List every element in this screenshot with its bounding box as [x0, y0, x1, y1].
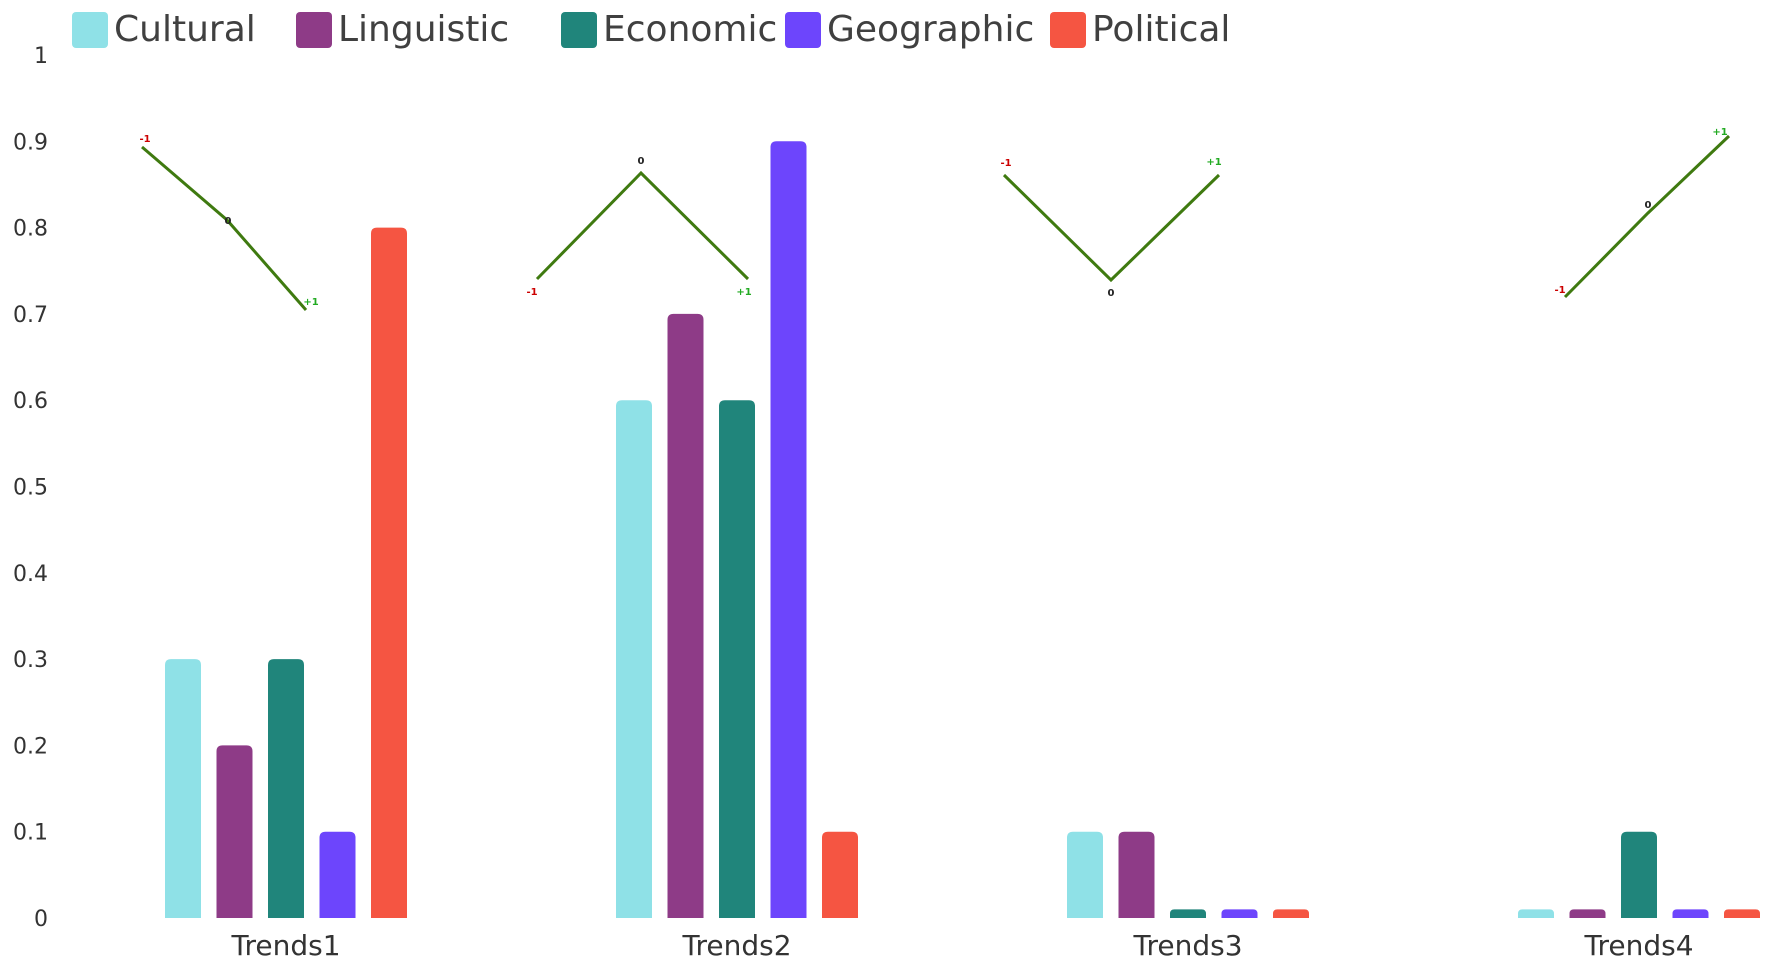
y-tick-label: 0.5 — [13, 476, 48, 501]
bar-trends3-cultural — [1067, 831, 1103, 918]
bar-trends1-linguistic — [216, 745, 253, 918]
y-tick-label: 0 — [34, 907, 48, 932]
y-axis: 0 0.1 0.2 0.3 0.4 0.5 0.6 0.7 0.8 0.9 1 — [13, 44, 48, 932]
y-tick-label: 0.1 — [13, 821, 48, 846]
x-axis: Trends1 Trends2 Trends3 Trends4 — [230, 929, 1693, 962]
bar-trends4-political — [1724, 909, 1760, 918]
trend-point-label: 0 — [638, 156, 645, 167]
trend-line — [1563, 134, 1731, 299]
legend-swatch-linguistic — [296, 12, 332, 48]
trend-line — [535, 170, 750, 281]
bar-trends1-cultural — [165, 659, 201, 918]
legend-swatch-economic — [561, 12, 597, 48]
trend-point-label: +1 — [303, 297, 318, 308]
y-tick-label: 0.6 — [13, 389, 48, 414]
y-tick-label: 0.4 — [13, 562, 48, 587]
y-tick-label: 0.7 — [13, 303, 48, 328]
bar-trends2-economic — [719, 400, 755, 918]
trend-point-label: 0 — [225, 216, 232, 227]
bar-trends2-cultural — [616, 400, 652, 918]
trend-point-label: 0 — [1645, 200, 1652, 211]
bar-trends1-geographic — [319, 831, 356, 918]
trend-line — [141, 145, 308, 311]
trend-point-label: +1 — [1712, 127, 1727, 138]
bar-trends3-geographic — [1221, 909, 1258, 918]
legend-label-geographic: Geographic — [827, 9, 1034, 50]
bar-trends2-geographic — [770, 141, 807, 919]
trend-glyph-1: -1 0 +1 — [139, 134, 319, 311]
trend-point-label: -1 — [1000, 158, 1011, 169]
trend-glyph-4: -1 0 +1 — [1554, 127, 1731, 299]
trend-point-label: +1 — [1206, 157, 1221, 168]
y-tick-label: 0.9 — [13, 130, 48, 155]
y-tick-label: 0.8 — [13, 217, 48, 242]
bar-trends1-economic — [268, 659, 304, 918]
legend-swatch-cultural — [72, 12, 108, 48]
trend-point-label: -1 — [526, 287, 537, 298]
bar-trends4-linguistic — [1569, 909, 1606, 918]
bar-trends1-political — [371, 227, 407, 919]
bar-trends4-economic — [1621, 831, 1657, 918]
x-category-label: Trends2 — [681, 929, 791, 962]
legend-swatch-political — [1050, 12, 1086, 48]
x-category-label: Trends4 — [1583, 929, 1693, 962]
legend-label-cultural: Cultural — [114, 9, 256, 50]
bar-trends4-geographic — [1672, 909, 1709, 918]
legend-label-linguistic: Linguistic — [338, 9, 509, 50]
trend-glyph-2: -1 0 +1 — [526, 156, 751, 298]
y-tick-label: 1 — [34, 44, 48, 69]
legend-swatch-geographic — [785, 12, 821, 48]
bar-trends3-political — [1273, 909, 1309, 918]
trend-point-label: 0 — [1108, 288, 1115, 299]
trend-point-label: -1 — [139, 134, 150, 145]
legend-label-economic: Economic — [603, 9, 777, 50]
y-tick-label: 0.3 — [13, 648, 48, 673]
legend: Cultural Linguistic Economic Geographic Poli… — [72, 9, 1230, 50]
x-category-label: Trends1 — [230, 929, 340, 962]
legend-label-political: Political — [1092, 9, 1230, 50]
x-category-label: Trends3 — [1132, 929, 1242, 962]
bar-trends2-political — [822, 831, 858, 918]
bars — [165, 141, 1760, 919]
bar-trends3-economic — [1170, 909, 1206, 918]
trend-point-label: -1 — [1554, 285, 1565, 296]
trend-glyph-3: -1 0 +1 — [1000, 157, 1221, 299]
bar-trends2-linguistic — [667, 313, 704, 918]
bar-trends3-linguistic — [1118, 831, 1155, 918]
bar-trends4-cultural — [1518, 909, 1554, 918]
trend-line — [1002, 173, 1221, 283]
y-tick-label: 0.2 — [13, 734, 48, 759]
trend-glyphs: -1 0 +1 -1 0 +1 -1 0 +1 -1 0 +1 — [139, 127, 1731, 311]
trend-point-label: +1 — [736, 287, 751, 298]
